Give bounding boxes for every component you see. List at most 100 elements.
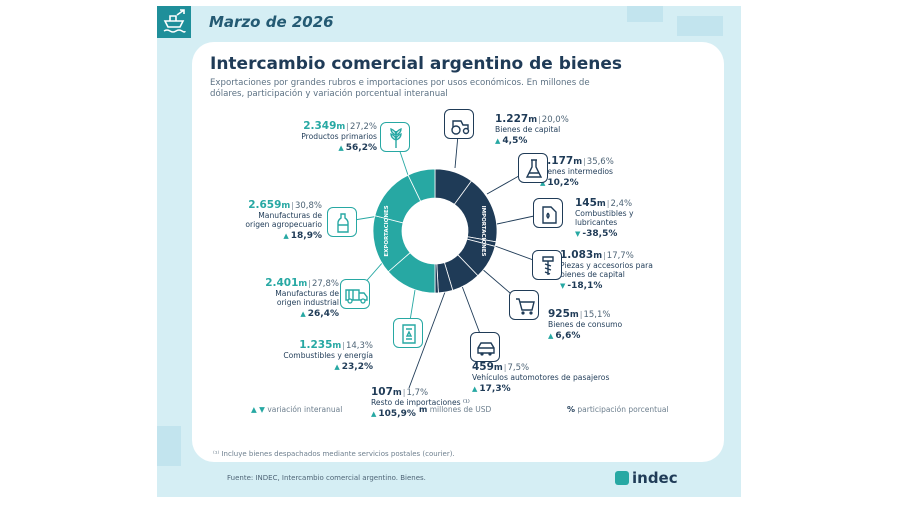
entry-category: Manufacturas de: [275, 289, 339, 298]
import-entry: 1.083m|17,7% Piezas y accesorios para bien…: [560, 250, 653, 291]
flask-icon: [518, 153, 548, 183]
triangle-up-icon: ▲: [540, 179, 546, 187]
bottle-icon: [327, 207, 357, 237]
entry-separator: |: [308, 279, 311, 288]
export-slice: [407, 168, 436, 202]
trade-donut-chart: EXPORTACIONES IMPORTACIONES: [341, 123, 549, 389]
entry-variation: 26,4%: [307, 309, 339, 319]
car-icon: [470, 332, 500, 362]
indec-logo-icon: [615, 471, 629, 485]
import-entry: 925m|15,1% Bienes de consumo ▲ 6,6%: [548, 309, 622, 341]
entry-category: Bienes de capital: [495, 125, 561, 134]
entry-value: 2.177: [540, 155, 574, 167]
triangle-up-icon: ▲: [371, 410, 377, 418]
entry-unit: m: [528, 115, 538, 125]
triangle-up-icon: ▲: [338, 144, 344, 152]
triangle-up-icon: ▲: [495, 137, 501, 145]
pixel-decoration: [157, 426, 181, 466]
entry-value: 107: [371, 386, 393, 398]
entry-share: 20,0%: [541, 115, 569, 125]
entry-share: 27,2%: [349, 122, 377, 132]
import-entry: 459m|7,5% Vehículos automotores de pasaje…: [472, 362, 609, 394]
cart-icon: [509, 290, 539, 320]
legend-units-text: millones de USD: [429, 405, 492, 414]
entry-unit: m: [569, 310, 579, 320]
entry-separator: |: [342, 341, 345, 350]
entry-separator: |: [606, 199, 610, 208]
entry-share: 2,4%: [610, 199, 633, 209]
triangle-up-icon: ▲: [548, 332, 554, 340]
entry-variation: -18,1%: [567, 281, 603, 291]
entry-value: 1.235: [299, 339, 333, 351]
entry-share: 30,8%: [294, 201, 322, 211]
footnote: ⁽¹⁾ Incluye bienes despachados mediante …: [213, 450, 455, 458]
entry-category: bienes de capital: [560, 270, 625, 279]
source-note: Fuente: INDEC, Intercambio comercial arg…: [227, 474, 426, 482]
entry-category: Piezas y accesorios para: [560, 261, 653, 270]
triangle-down-icon: ▼: [560, 282, 566, 290]
entry-separator: |: [503, 363, 507, 372]
entry-variation: -38,5%: [582, 229, 618, 239]
entry-unit: m: [336, 122, 346, 132]
entry-value: 1.227: [495, 113, 529, 125]
entry-unit: m: [593, 251, 603, 261]
export-entry: 2.659m|30,8% Manufacturas de origen agrope…: [222, 200, 322, 241]
export-entry: 2.401m|27,8% Manufacturas de origen indust…: [239, 278, 339, 319]
entry-variation: 10,2%: [547, 178, 579, 188]
entry-unit: m: [392, 388, 402, 398]
entry-value: 2.401: [265, 277, 299, 289]
infographic-card: Marzo de 2026 Intercambio comercial arge…: [157, 6, 741, 497]
entry-category: Bienes de consumo: [548, 320, 623, 329]
entry-value: 2.659: [248, 199, 282, 211]
connector-line: [408, 291, 446, 389]
entry-variation: 105,9%: [378, 409, 416, 419]
entry-category: Resto de importaciones ⁽¹⁾: [371, 398, 470, 407]
fuel-icon: [393, 318, 423, 348]
entry-variation: 23,2%: [341, 362, 373, 372]
exports-ring-label: EXPORTACIONES: [384, 205, 390, 256]
entry-value: 459: [472, 361, 494, 373]
entry-category: Manufacturas de: [258, 211, 322, 220]
triangle-up-icon: ▲: [300, 310, 306, 318]
legend-share-text: participación porcentual: [577, 405, 669, 414]
entry-value: 2.349: [303, 120, 337, 132]
entry-share: 14,3%: [345, 341, 373, 351]
entry-category: Productos primarios: [301, 132, 377, 141]
import-entry: 2.177m|35,6% Bienes intermedios ▲ 10,2%: [540, 156, 614, 188]
page-subtitle: Exportaciones por grandes rubros e impor…: [210, 78, 590, 99]
pixel-decoration: [677, 16, 723, 36]
entry-variation: 6,6%: [555, 331, 581, 341]
entry-share: 35,6%: [586, 157, 614, 167]
entry-share: 15,1%: [583, 310, 611, 320]
pixel-decoration: [627, 6, 663, 22]
entry-unit: m: [298, 279, 308, 289]
triangle-up-icon: ▲: [283, 232, 289, 240]
entry-variation: 18,9%: [290, 231, 322, 241]
oil-can-icon: [533, 198, 563, 228]
entry-share: 1,7%: [406, 388, 429, 398]
entry-variation: 56,2%: [345, 143, 377, 153]
entry-share: 7,5%: [507, 363, 530, 373]
entry-value: 145: [575, 197, 597, 209]
entry-separator: |: [583, 157, 586, 166]
entry-separator: |: [603, 251, 606, 260]
entry-separator: |: [402, 388, 406, 397]
entry-unit: m: [573, 157, 583, 167]
entry-category: origen agropecuario: [245, 220, 322, 229]
screw-icon: [532, 250, 562, 280]
legend-units: m millones de USD: [419, 405, 491, 414]
entry-value: 1.083: [560, 249, 594, 261]
entry-category: origen industrial: [276, 298, 339, 307]
export-entry: 2.349m|27,2% Productos primarios ▲ 56,2%: [277, 121, 377, 153]
imports-ring-label: IMPORTACIONES: [480, 206, 486, 257]
date-label: Marzo de 2026: [209, 13, 334, 31]
entry-category: Bienes intermedios: [540, 167, 614, 176]
triangle-up-icon: ▲: [334, 363, 340, 371]
entry-category: Combustibles y: [575, 209, 634, 218]
import-entry: 145m|2,4% Combustibles y lubricantes ▼ -38,5…: [575, 198, 634, 239]
entry-variation: 4,5%: [502, 136, 528, 146]
legend-share: % participación porcentual: [567, 405, 669, 414]
truck-icon: [340, 279, 370, 309]
entry-share: 17,7%: [606, 251, 634, 261]
page-title: Intercambio comercial argentino de biene…: [210, 54, 623, 74]
